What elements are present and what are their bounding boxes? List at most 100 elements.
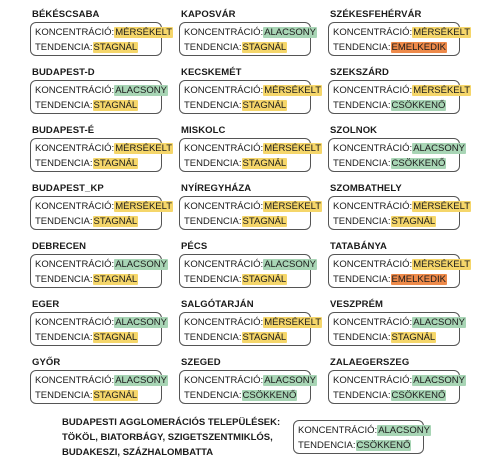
city-card: SZEKSZÁRD KONCENTRÁCIÓ:MÉRSÉKELT TENDENCIA… xyxy=(328,66,472,124)
concentration-row: KONCENTRÁCIÓ:MÉRSÉKELT xyxy=(184,315,323,330)
city-status-box: KONCENTRÁCIÓ:MÉRSÉKELT TENDENCIA:STAGNÁL xyxy=(30,196,174,230)
trend-label: TENDENCIA: xyxy=(35,100,93,111)
trend-badge: STAGNÁL xyxy=(92,390,139,401)
trend-row: TENDENCIA:STAGNÁL xyxy=(184,98,306,113)
city-status-box: KONCENTRÁCIÓ:MÉRSÉKELT TENDENCIA:EMELKEDI… xyxy=(328,254,472,288)
city-card: KECSKEMÉT KONCENTRÁCIÓ:MÉRSÉKELT TENDENCIA… xyxy=(179,66,323,124)
concentration-badge: MÉRSÉKELT xyxy=(412,201,472,212)
trend-row: TENDENCIA:STAGNÁL xyxy=(184,156,306,171)
city-status-box: KONCENTRÁCIÓ:MÉRSÉKELT TENDENCIA:STAGNÁL xyxy=(179,196,323,230)
trend-badge: STAGNÁL xyxy=(241,42,288,53)
trend-label: TENDENCIA: xyxy=(35,216,93,227)
trend-row: TENDENCIA:STAGNÁL xyxy=(35,98,157,113)
city-card: BUDAPEST-É KONCENTRÁCIÓ:MÉRSÉKELT TENDENCI… xyxy=(30,124,174,182)
concentration-row: KONCENTRÁCIÓ:ALACSONY xyxy=(184,373,317,388)
concentration-label: KONCENTRÁCIÓ: xyxy=(35,85,115,96)
concentration-row: KONCENTRÁCIÓ:ALACSONY xyxy=(333,315,466,330)
concentration-label: KONCENTRÁCIÓ: xyxy=(184,201,264,212)
trend-label: TENDENCIA: xyxy=(333,158,391,169)
trend-row: TENDENCIA:STAGNÁL xyxy=(184,330,306,345)
city-name: SALGÓTARJÁN xyxy=(181,299,254,310)
trend-label: TENDENCIA: xyxy=(184,216,242,227)
trend-badge: STAGNÁL xyxy=(241,216,288,227)
trend-row: TENDENCIA:STAGNÁL xyxy=(35,272,157,287)
concentration-row: KONCENTRÁCIÓ:ALACSONY xyxy=(298,423,431,438)
concentration-badge: ALACSONY xyxy=(114,317,168,328)
trend-row: TENDENCIA:CSÖKKENŐ xyxy=(333,156,455,171)
concentration-label: KONCENTRÁCIÓ: xyxy=(35,201,115,212)
trend-badge: STAGNÁL xyxy=(241,274,288,285)
trend-label: TENDENCIA: xyxy=(35,158,93,169)
concentration-badge: MÉRSÉKELT xyxy=(114,201,174,212)
trend-badge: CSÖKKENŐ xyxy=(241,390,298,401)
concentration-badge: MÉRSÉKELT xyxy=(412,27,472,38)
concentration-row: KONCENTRÁCIÓ:MÉRSÉKELT xyxy=(333,83,472,98)
city-status-box: KONCENTRÁCIÓ:ALACSONY TENDENCIA:STAGNÁL xyxy=(179,254,317,288)
trend-row: TENDENCIA:STAGNÁL xyxy=(333,214,455,229)
concentration-row: KONCENTRÁCIÓ:ALACSONY xyxy=(35,373,168,388)
trend-row: TENDENCIA:STAGNÁL xyxy=(184,214,306,229)
trend-badge: STAGNÁL xyxy=(92,100,139,111)
concentration-label: KONCENTRÁCIÓ: xyxy=(333,259,413,270)
city-card: SALGÓTARJÁN KONCENTRÁCIÓ:MÉRSÉKELT TENDENC… xyxy=(179,298,323,356)
trend-badge: STAGNÁL xyxy=(390,332,437,343)
city-name: BUDAPEST-D xyxy=(32,67,95,78)
city-card: BÉKÉSCSABA KONCENTRÁCIÓ:MÉRSÉKELT TENDENCI… xyxy=(30,8,174,66)
concentration-label: KONCENTRÁCIÓ: xyxy=(333,143,413,154)
city-status-box: KONCENTRÁCIÓ:MÉRSÉKELT TENDENCIA:EMELKEDI… xyxy=(328,22,472,56)
city-name: DEBRECEN xyxy=(32,241,87,252)
city-card: VESZPRÉM KONCENTRÁCIÓ:ALACSONY TENDENCIA:S… xyxy=(328,298,466,356)
city-name: SZOLNOK xyxy=(330,125,378,136)
concentration-label: KONCENTRÁCIÓ: xyxy=(184,375,264,386)
city-status-box: KONCENTRÁCIÓ:ALACSONY TENDENCIA:STAGNÁL xyxy=(179,22,317,56)
trend-row: TENDENCIA:CSÖKKENŐ xyxy=(298,438,419,453)
trend-badge: CSÖKKENŐ xyxy=(390,158,447,169)
trend-badge: STAGNÁL xyxy=(92,332,139,343)
trend-badge: STAGNÁL xyxy=(92,274,139,285)
trend-badge: STAGNÁL xyxy=(241,100,288,111)
city-name: BUDAPEST_KP xyxy=(32,183,104,194)
trend-row: TENDENCIA:STAGNÁL xyxy=(35,388,157,403)
city-status-box: KONCENTRÁCIÓ:MÉRSÉKELT TENDENCIA:STAGNÁL xyxy=(328,196,472,230)
trend-label: TENDENCIA: xyxy=(184,274,242,285)
concentration-badge: ALACSONY xyxy=(114,259,168,270)
city-name: PÉCS xyxy=(181,241,208,252)
concentration-row: KONCENTRÁCIÓ:MÉRSÉKELT xyxy=(184,83,323,98)
concentration-row: KONCENTRÁCIÓ:ALACSONY xyxy=(35,315,168,330)
trend-label: TENDENCIA: xyxy=(333,100,391,111)
concentration-label: KONCENTRÁCIÓ: xyxy=(184,27,264,38)
concentration-label: KONCENTRÁCIÓ: xyxy=(184,85,264,96)
trend-badge: EMELKEDIK xyxy=(390,274,447,285)
city-name: MISKOLC xyxy=(181,125,226,136)
concentration-row: KONCENTRÁCIÓ:ALACSONY xyxy=(184,257,317,272)
concentration-badge: ALACSONY xyxy=(114,85,168,96)
city-status-box: KONCENTRÁCIÓ:ALACSONY TENDENCIA:STAGNÁL xyxy=(30,80,168,114)
concentration-row: KONCENTRÁCIÓ:ALACSONY xyxy=(35,257,168,272)
city-name: SZÉKESFEHÉRVÁR xyxy=(330,9,422,20)
concentration-badge: ALACSONY xyxy=(263,259,317,270)
city-status-box: KONCENTRÁCIÓ:MÉRSÉKELT TENDENCIA:CSÖKKENŐ xyxy=(328,80,472,114)
city-name: ZALAEGERSZEG xyxy=(330,357,410,368)
concentration-row: KONCENTRÁCIÓ:MÉRSÉKELT xyxy=(333,25,472,40)
concentration-badge: ALACSONY xyxy=(412,143,466,154)
city-status-box: KONCENTRÁCIÓ:ALACSONY TENDENCIA:STAGNÁL xyxy=(30,312,168,346)
concentration-label: KONCENTRÁCIÓ: xyxy=(184,143,264,154)
city-status-box: KONCENTRÁCIÓ:ALACSONY TENDENCIA:STAGNÁL xyxy=(30,370,168,404)
concentration-row: KONCENTRÁCIÓ:ALACSONY xyxy=(184,25,317,40)
trend-label: TENDENCIA: xyxy=(298,440,356,451)
city-name: EGER xyxy=(32,299,60,310)
concentration-badge: ALACSONY xyxy=(263,27,317,38)
concentration-row: KONCENTRÁCIÓ:MÉRSÉKELT xyxy=(35,141,174,156)
concentration-label: KONCENTRÁCIÓ: xyxy=(35,259,115,270)
concentration-row: KONCENTRÁCIÓ:ALACSONY xyxy=(333,141,466,156)
concentration-row: KONCENTRÁCIÓ:MÉRSÉKELT xyxy=(184,199,323,214)
city-status-box: KONCENTRÁCIÓ:MÉRSÉKELT TENDENCIA:STAGNÁL xyxy=(30,138,174,172)
concentration-row: KONCENTRÁCIÓ:MÉRSÉKELT xyxy=(333,257,472,272)
city-name: SZOMBATHELY xyxy=(330,183,402,194)
concentration-badge: MÉRSÉKELT xyxy=(412,259,472,270)
trend-row: TENDENCIA:CSÖKKENŐ xyxy=(333,388,455,403)
concentration-label: KONCENTRÁCIÓ: xyxy=(333,201,413,212)
concentration-badge: MÉRSÉKELT xyxy=(412,85,472,96)
concentration-badge: MÉRSÉKELT xyxy=(263,143,323,154)
city-status-box: KONCENTRÁCIÓ:ALACSONY TENDENCIA:STAGNÁL xyxy=(30,254,168,288)
